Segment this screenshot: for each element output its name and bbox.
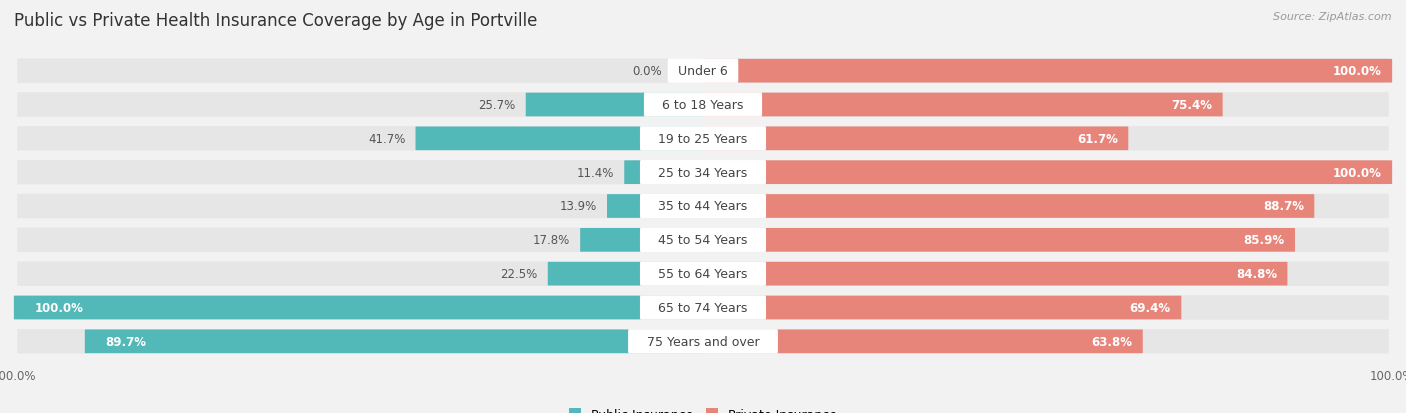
- Text: 61.7%: 61.7%: [1077, 133, 1118, 145]
- Text: 100.0%: 100.0%: [1333, 166, 1382, 179]
- FancyBboxPatch shape: [17, 228, 1389, 252]
- FancyBboxPatch shape: [703, 228, 1295, 252]
- FancyBboxPatch shape: [526, 93, 703, 117]
- FancyBboxPatch shape: [640, 161, 766, 185]
- FancyBboxPatch shape: [703, 93, 1223, 117]
- FancyBboxPatch shape: [703, 195, 1315, 218]
- FancyBboxPatch shape: [703, 330, 1143, 353]
- FancyBboxPatch shape: [17, 262, 1389, 286]
- Text: Public vs Private Health Insurance Coverage by Age in Portville: Public vs Private Health Insurance Cover…: [14, 12, 537, 30]
- Text: 100.0%: 100.0%: [1333, 65, 1382, 78]
- Text: 75.4%: 75.4%: [1171, 99, 1212, 112]
- Text: 88.7%: 88.7%: [1263, 200, 1303, 213]
- FancyBboxPatch shape: [14, 296, 703, 320]
- FancyBboxPatch shape: [17, 195, 1389, 218]
- FancyBboxPatch shape: [640, 228, 766, 252]
- Text: 35 to 44 Years: 35 to 44 Years: [658, 200, 748, 213]
- Text: 55 to 64 Years: 55 to 64 Years: [658, 268, 748, 280]
- FancyBboxPatch shape: [17, 127, 1389, 151]
- FancyBboxPatch shape: [703, 296, 1181, 320]
- Text: Source: ZipAtlas.com: Source: ZipAtlas.com: [1274, 12, 1392, 22]
- FancyBboxPatch shape: [640, 296, 766, 320]
- FancyBboxPatch shape: [17, 296, 1389, 320]
- FancyBboxPatch shape: [628, 330, 778, 354]
- FancyBboxPatch shape: [581, 228, 703, 252]
- FancyBboxPatch shape: [644, 93, 762, 117]
- Text: 6 to 18 Years: 6 to 18 Years: [662, 99, 744, 112]
- Text: 41.7%: 41.7%: [368, 133, 405, 145]
- FancyBboxPatch shape: [703, 161, 1392, 185]
- Text: 65 to 74 Years: 65 to 74 Years: [658, 301, 748, 314]
- FancyBboxPatch shape: [668, 59, 738, 83]
- Text: 45 to 54 Years: 45 to 54 Years: [658, 234, 748, 247]
- Text: 0.0%: 0.0%: [631, 65, 661, 78]
- Text: 25.7%: 25.7%: [478, 99, 516, 112]
- Text: 84.8%: 84.8%: [1236, 268, 1277, 280]
- Text: 17.8%: 17.8%: [533, 234, 569, 247]
- FancyBboxPatch shape: [640, 195, 766, 218]
- Text: 89.7%: 89.7%: [105, 335, 146, 348]
- Text: 75 Years and over: 75 Years and over: [647, 335, 759, 348]
- FancyBboxPatch shape: [548, 262, 703, 286]
- FancyBboxPatch shape: [703, 127, 1128, 151]
- Text: 100.0%: 100.0%: [35, 301, 83, 314]
- FancyBboxPatch shape: [640, 127, 766, 151]
- Text: 69.4%: 69.4%: [1129, 301, 1171, 314]
- FancyBboxPatch shape: [17, 93, 1389, 117]
- Text: 13.9%: 13.9%: [560, 200, 598, 213]
- FancyBboxPatch shape: [17, 161, 1389, 185]
- Text: 25 to 34 Years: 25 to 34 Years: [658, 166, 748, 179]
- Text: Under 6: Under 6: [678, 65, 728, 78]
- FancyBboxPatch shape: [84, 330, 703, 353]
- Text: 85.9%: 85.9%: [1243, 234, 1285, 247]
- FancyBboxPatch shape: [703, 60, 1392, 83]
- Text: 19 to 25 Years: 19 to 25 Years: [658, 133, 748, 145]
- Legend: Public Insurance, Private Insurance: Public Insurance, Private Insurance: [564, 404, 842, 413]
- FancyBboxPatch shape: [703, 262, 1288, 286]
- Text: 11.4%: 11.4%: [576, 166, 614, 179]
- FancyBboxPatch shape: [624, 161, 703, 185]
- FancyBboxPatch shape: [607, 195, 703, 218]
- Text: 22.5%: 22.5%: [501, 268, 537, 280]
- Text: 63.8%: 63.8%: [1091, 335, 1132, 348]
- FancyBboxPatch shape: [640, 262, 766, 286]
- FancyBboxPatch shape: [17, 329, 1389, 354]
- FancyBboxPatch shape: [17, 59, 1389, 84]
- FancyBboxPatch shape: [416, 127, 703, 151]
